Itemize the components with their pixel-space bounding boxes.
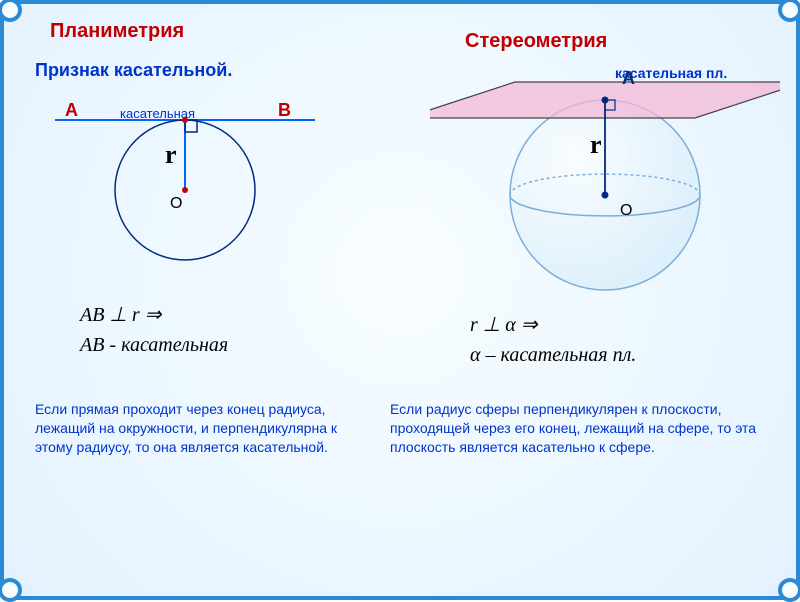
formula-left: AB ⊥ r ⇒ AB - касательная bbox=[80, 300, 228, 360]
label-A-right: A bbox=[622, 68, 635, 89]
label-O-left: O bbox=[170, 195, 182, 213]
planimetry-diagram bbox=[35, 95, 335, 285]
slide-content: Планиметрия Признак касательной. A B кас… bbox=[10, 10, 790, 590]
point-dot bbox=[182, 187, 188, 193]
formula-right-line2: α – касательная пл. bbox=[470, 344, 636, 366]
left-subtitle: Признак касательной. bbox=[35, 60, 232, 81]
formula-left-line1: AB ⊥ r ⇒ bbox=[80, 304, 161, 326]
tangent-label: касательная bbox=[120, 106, 195, 121]
label-O-right: O bbox=[620, 202, 632, 220]
label-r-right: r bbox=[590, 130, 602, 160]
formula-right: r ⊥ α ⇒ α – касательная пл. bbox=[470, 310, 636, 370]
formula-right-line1: r ⊥ α ⇒ bbox=[470, 314, 537, 336]
theorem-right: Если радиус сферы перпендикулярен к плос… bbox=[390, 400, 760, 457]
label-B-left: B bbox=[278, 100, 291, 121]
point-dot bbox=[602, 97, 609, 104]
point-dot bbox=[602, 192, 609, 199]
left-title: Планиметрия bbox=[50, 20, 184, 43]
label-A-left: A bbox=[65, 100, 78, 121]
stereometry-diagram bbox=[430, 65, 780, 315]
formula-left-line2: AB - касательная bbox=[80, 334, 228, 356]
theorem-left: Если прямая проходит через конец радиуса… bbox=[35, 400, 355, 457]
label-r-left: r bbox=[165, 140, 177, 170]
right-title: Стереометрия bbox=[465, 30, 607, 53]
